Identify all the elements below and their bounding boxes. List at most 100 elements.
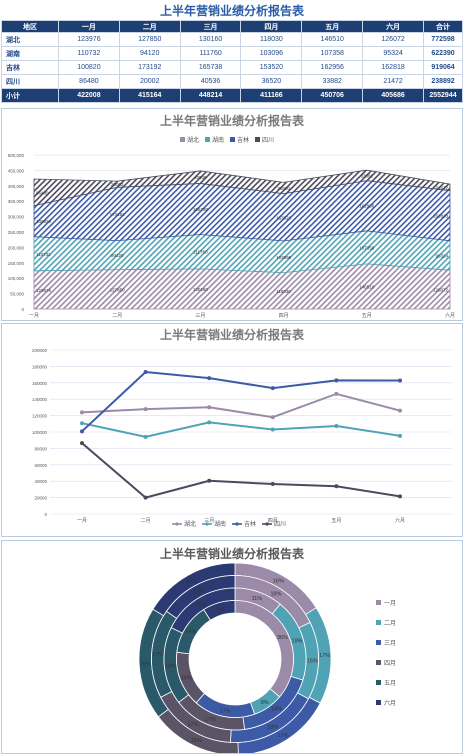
legend-marker <box>265 522 269 526</box>
subtotal-cell: 448214 <box>179 88 242 103</box>
data-label: 95324 <box>435 253 448 258</box>
y-tick-label: 150,000 <box>8 261 25 266</box>
data-point <box>398 433 402 438</box>
table-row: 湖南 110732 94120 111760 103096 107358 953… <box>1 46 463 61</box>
data-point <box>143 495 148 500</box>
slice-percent-label: 18% <box>270 592 281 598</box>
y-tick-label: 0 <box>21 307 24 312</box>
header-cell: 二月 <box>118 20 181 33</box>
data-point <box>398 378 402 383</box>
table-cell: 36520 <box>240 74 303 89</box>
y-tick-label: 0 <box>44 512 47 517</box>
y-tick-label: 300,000 <box>8 215 25 220</box>
table-cell: 21472 <box>362 74 424 89</box>
data-label: 123976 <box>36 288 52 293</box>
data-point <box>143 407 148 412</box>
data-label: 40536 <box>194 175 207 180</box>
line-series-四川 <box>81 442 401 499</box>
table-cell: 103096 <box>240 46 303 61</box>
slice-percent-label: 15% <box>191 738 202 744</box>
data-point <box>80 410 84 415</box>
slice-percent-label: 17% <box>220 708 231 714</box>
slice-percent-label: 17% <box>277 733 288 739</box>
data-point <box>270 482 275 487</box>
table-row: 四川 86480 20002 40536 36520 33882 21472 2… <box>1 74 463 89</box>
data-label: 162818 <box>433 214 449 219</box>
data-point <box>80 441 84 446</box>
total-cell: 772598 <box>423 32 463 47</box>
data-label: 146510 <box>359 284 375 289</box>
data-label: 110732 <box>36 252 51 257</box>
x-tick-label: 五月 <box>362 313 372 319</box>
table-cell: 162956 <box>301 60 364 75</box>
region-cell: 吉林 <box>1 60 59 75</box>
y-tick-label: 40000 <box>34 479 47 484</box>
legend-label: 一月 <box>384 600 396 607</box>
legend-swatch <box>376 700 381 705</box>
line-series-湖北 <box>81 392 401 419</box>
legend-label: 吉林 <box>237 136 249 144</box>
line-chart-panel: 上半年营销业绩分析报告表 0 20000 40000 60000 80000 100000 1… <box>1 323 463 537</box>
slice-percent-label: 11% <box>252 596 263 602</box>
region-cell: 湖南 <box>1 46 59 61</box>
data-point <box>143 434 148 439</box>
data-label: 126072 <box>433 288 449 293</box>
legend-swatch <box>255 137 260 142</box>
y-tick-label: 200,000 <box>8 245 25 250</box>
legend-label: 四川 <box>274 521 286 528</box>
slice-percent-label: 17% <box>205 717 216 723</box>
table-cell: 33882 <box>301 74 364 89</box>
x-tick-label: 六月 <box>395 517 405 524</box>
subtotal-cell: 411166 <box>240 88 303 103</box>
data-label: 36520 <box>277 186 290 191</box>
y-tick-label: 100,000 <box>8 276 25 281</box>
doughnut-slice <box>203 600 236 621</box>
legend-label: 二月 <box>384 620 396 627</box>
data-point <box>398 494 402 499</box>
table-cell: 107358 <box>301 46 364 61</box>
y-tick-label: 100000 <box>32 430 48 435</box>
legend-swatch <box>376 660 381 665</box>
subtotal-cell: 415164 <box>118 88 181 103</box>
header-cell: 合计 <box>423 20 463 33</box>
doughnut-chart-panel: 上半年营销业绩分析报告表 16% 17% 17% 15% 19% 16% 18% 15% 18% 1… <box>1 540 463 754</box>
table-cell: 123976 <box>58 32 120 47</box>
legend-marker <box>205 522 209 526</box>
data-label: 130160 <box>193 287 209 292</box>
data-point <box>143 369 148 374</box>
data-label: 173192 <box>110 212 126 217</box>
y-tick-label: 160000 <box>32 381 48 386</box>
slice-percent-label: 15% <box>307 659 318 665</box>
table-cell: 110732 <box>58 46 120 61</box>
subtotal-cell: 405686 <box>362 88 424 103</box>
slice-percent-label: 16% <box>185 579 196 585</box>
x-tick-label: 五月 <box>331 518 341 524</box>
data-point <box>334 423 339 428</box>
table-cell: 118030 <box>240 32 303 47</box>
area-chart-panel: 上半年营销业绩分析报告表 湖北 湖南 吉林 四川 0 50,000 100,000 150,00… <box>1 108 463 321</box>
data-point <box>334 484 339 489</box>
slice-percent-label: 17% <box>187 722 198 728</box>
table-cell: 153520 <box>240 60 303 75</box>
data-label: 33882 <box>361 173 374 178</box>
data-label: 118030 <box>276 289 291 294</box>
table-cell: 40536 <box>179 74 242 89</box>
table-cell: 173192 <box>118 60 181 75</box>
data-point <box>270 427 275 432</box>
legend-label: 湖北 <box>184 520 196 528</box>
data-label: 162956 <box>359 204 375 209</box>
slice-percent-label: 15% <box>194 589 205 595</box>
table-cell: 111760 <box>179 46 242 61</box>
legend-swatch <box>180 137 185 142</box>
table-cell: 162818 <box>362 60 424 75</box>
data-point <box>334 378 339 383</box>
x-tick-label: 一月 <box>29 313 39 319</box>
slice-percent-label: 18% <box>271 706 282 712</box>
data-point <box>334 391 339 396</box>
data-point <box>270 415 275 420</box>
header-cell: 五月 <box>301 20 364 33</box>
total-cell: 622390 <box>423 46 463 61</box>
y-tick-label: 50,000 <box>10 292 24 297</box>
line-series-吉林 <box>81 370 401 433</box>
table-cell: 94120 <box>118 46 181 61</box>
